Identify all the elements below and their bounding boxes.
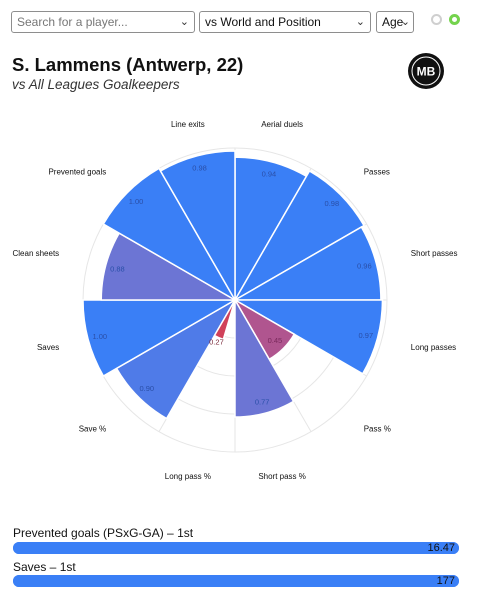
chevron-down-icon: ⌄ [400, 15, 410, 28]
category-label: Short passes [411, 249, 458, 258]
value-label: 0.96 [357, 261, 372, 270]
value-label: 0.88 [110, 264, 125, 273]
value-label: 1.00 [129, 197, 144, 206]
category-label: Line exits [171, 120, 205, 129]
brand-logo: MB [408, 53, 444, 89]
chevron-down-icon: ⌄ [179, 15, 189, 28]
value-label: 0.98 [192, 164, 207, 173]
polar-wedge [232, 299, 384, 375]
polar-wedge [234, 297, 295, 418]
page-subtitle: vs All Leagues Goalkeepers [12, 77, 180, 92]
value-label: 0.90 [139, 384, 154, 393]
comparison-select-value: vs World and Position [205, 15, 321, 29]
polar-wedge [82, 299, 238, 378]
summary-bar-label: Saves – 1st [13, 560, 76, 574]
polar-chart: 0.94 0.98 0.96 0.97 0.45 0.77 0.90 1.00 0.88 1.00… [12, 120, 458, 481]
summary-bar-label: Prevented goals (PSxG-GA) – 1st [13, 526, 194, 540]
value-label: 0.27 [209, 338, 224, 347]
value-label: 0.97 [359, 331, 374, 340]
player-search-placeholder: Search for a player... [17, 15, 128, 29]
summary-bar-fill [13, 542, 459, 554]
comparison-select[interactable]: vs World and Position ⌄ [199, 11, 371, 33]
summary-bar-value: 16.47 [427, 542, 455, 554]
logo-text: MB [417, 65, 436, 79]
value-label: 0.77 [255, 397, 270, 406]
category-label: Save % [79, 425, 107, 434]
category-label: Long pass % [165, 472, 211, 481]
category-label: Saves [37, 343, 59, 352]
polar-wedge [232, 169, 366, 303]
summary-bar-track: 16.47 [13, 542, 459, 554]
player-search-input[interactable]: Search for a player... ⌄ [11, 11, 195, 33]
value-label: 1.00 [92, 332, 107, 341]
category-label: Short pass % [258, 472, 306, 481]
category-label: Prevented goals [48, 167, 106, 176]
category-label: Clean sheets [12, 249, 59, 258]
value-label: 0.94 [262, 170, 277, 179]
value-label: 0.98 [325, 199, 340, 208]
theme-toggle-off[interactable] [431, 14, 442, 25]
polar-wedge [213, 299, 236, 341]
age-select-value: Age [382, 15, 404, 29]
summary-bar-value: 177 [436, 575, 455, 587]
value-label: 0.45 [268, 336, 283, 345]
polar-wedge [159, 150, 236, 303]
summary-bar-fill [13, 575, 459, 587]
category-label: Long passes [411, 343, 456, 352]
category-label: Aerial duels [261, 120, 303, 129]
polar-wedge [102, 167, 238, 303]
summary-bar-track: 177 [13, 575, 459, 587]
category-label: Pass % [364, 425, 391, 434]
page-title: S. Lammens (Antwerp, 22) [12, 54, 244, 75]
category-label: Passes [364, 167, 390, 176]
age-select[interactable]: Age ⌄ [376, 11, 414, 33]
theme-toggle-on[interactable] [449, 14, 460, 25]
chevron-down-icon: ⌄ [355, 15, 365, 28]
